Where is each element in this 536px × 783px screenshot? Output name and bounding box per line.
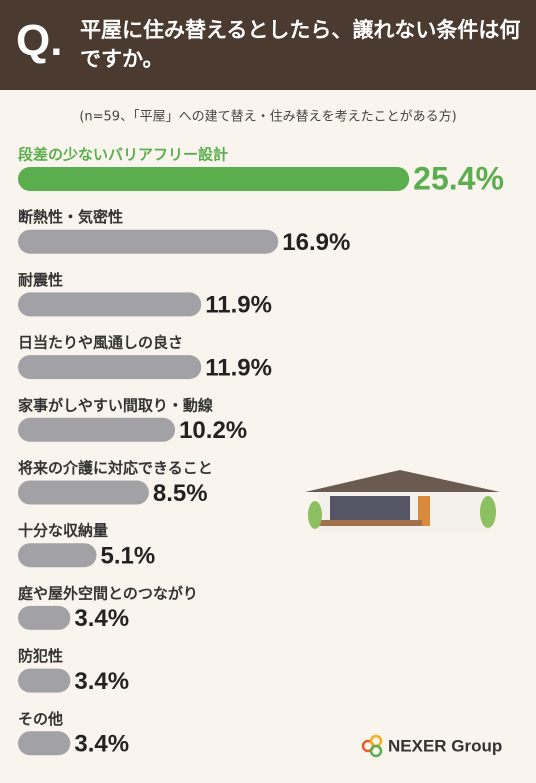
value-label: 5.1% [101,543,156,570]
category-label: 家事がしやすい間取り・動線 [18,396,213,414]
bar [18,480,149,505]
q-mark: Q. [16,16,63,65]
category-label: 断熱性・気密性 [18,208,123,226]
header: Q. 平屋に住み替えるとしたら、譲れない条件は何ですか。 [0,0,536,90]
category-label: 十分な収納量 [18,522,108,540]
value-label: 8.5% [153,480,208,507]
bar [18,543,97,568]
value-label: 11.9% [205,292,272,319]
value-label: 10.2% [179,417,247,444]
subtitle: (n=59、「平屋」への建て替え・住み替えを考えたことがある方) [79,109,456,125]
house-illustration [305,470,500,532]
category-label: 耐震性 [18,271,63,289]
chart-title: 平屋に住み替えるとしたら、譲れない条件は何ですか。 [80,18,521,71]
logo-text: NEXER Group [388,736,502,755]
category-label: 段差の少ないバリアフリー設計 [18,146,228,164]
bar [18,167,410,191]
bar [18,668,71,693]
category-label: 防犯性 [18,647,63,665]
bar [18,229,279,254]
value-label: 16.9% [282,229,350,256]
value-label: 3.4% [74,731,129,758]
value-label: 11.9% [205,354,272,381]
category-label: 庭や屋外空間とのつながり [18,584,198,602]
bar [18,417,176,442]
category-label: その他 [18,710,63,728]
category-label: 将来の介護に対応できること [18,459,213,477]
bar [18,292,202,317]
bar [18,731,71,756]
bar [18,605,71,630]
value-label: 3.4% [74,668,129,695]
logo: NEXER Group [361,734,502,758]
category-label: 日当たりや風通しの良さ [18,334,183,352]
bar [18,355,202,380]
value-label: 3.4% [74,605,129,632]
value-label: 25.4% [413,160,504,196]
